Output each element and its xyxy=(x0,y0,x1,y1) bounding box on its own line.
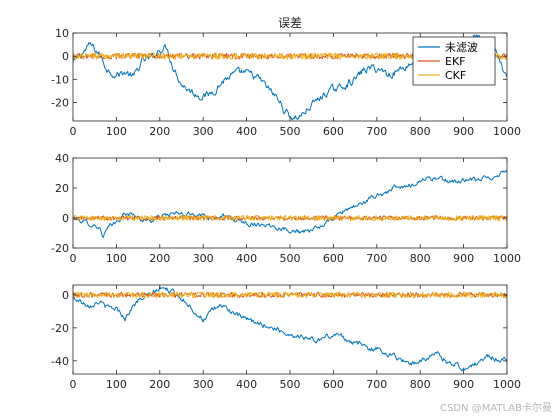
y-tick-label: 0 xyxy=(62,289,69,302)
x-tick-label: 900 xyxy=(453,378,474,391)
y-tick-label: 20 xyxy=(55,182,69,195)
y-tick-label: 0 xyxy=(62,50,69,63)
x-tick-label: 100 xyxy=(106,252,127,265)
chart-title: 误差 xyxy=(278,16,302,30)
y-tick-label: 40 xyxy=(55,152,69,165)
x-tick-label: 400 xyxy=(236,252,257,265)
x-tick-label: 600 xyxy=(323,125,344,138)
series-group xyxy=(73,170,507,238)
x-tick-label: 100 xyxy=(106,125,127,138)
legend-entry-label: 未滤波 xyxy=(445,41,478,54)
y-tick-label: -20 xyxy=(51,322,69,335)
subplot-3: 0 100 200 300 400 500 600 700 800 900 1000 -40 -20 0 xyxy=(51,284,521,391)
x-tick-label: 800 xyxy=(410,252,431,265)
x-tick-label: 300 xyxy=(193,125,214,138)
y-tick-label: -20 xyxy=(51,96,69,109)
series-group xyxy=(73,286,507,372)
x-tick-label: 500 xyxy=(280,252,301,265)
series-line-ckf xyxy=(73,214,507,222)
x-tick-label: 0 xyxy=(70,252,77,265)
x-tick-label: 700 xyxy=(366,378,387,391)
x-tick-label: 300 xyxy=(193,378,214,391)
y-tick-label: -10 xyxy=(51,73,69,86)
plot-area xyxy=(73,158,507,248)
x-tick-label: 400 xyxy=(236,378,257,391)
legend-entry-label: CKF xyxy=(445,69,466,82)
x-tick-label: 200 xyxy=(149,125,170,138)
x-tick-label: 800 xyxy=(410,125,431,138)
x-tick-label: 1000 xyxy=(493,252,521,265)
x-tick-label: 700 xyxy=(366,252,387,265)
subplot-1: 0 100 200 300 400 500 600 700 800 900 1000 -20 -10 0 1… xyxy=(51,16,521,138)
charts-layer: 0 100 200 300 400 500 600 700 800 900 1000-20-1001… xyxy=(51,16,521,391)
plot-area xyxy=(73,285,507,374)
legend-entry-label: EKF xyxy=(445,55,466,68)
x-tick-label: 300 xyxy=(193,252,214,265)
y-tick-label: 0 xyxy=(62,212,69,225)
x-tick-label: 200 xyxy=(149,252,170,265)
watermark-text: CSDN @MATLAB卡尔曼 xyxy=(440,403,552,414)
y-tick-label: 10 xyxy=(55,27,69,40)
series-line-ckf xyxy=(73,291,507,299)
x-tick-label: 400 xyxy=(236,125,257,138)
x-tick-label: 600 xyxy=(323,378,344,391)
x-tick-label: 500 xyxy=(280,125,301,138)
x-tick-label: 200 xyxy=(149,378,170,391)
x-tick-label: 100 xyxy=(106,378,127,391)
y-tick-label: -20 xyxy=(51,242,69,255)
x-tick-label: 900 xyxy=(453,125,474,138)
x-tick-label: 600 xyxy=(323,252,344,265)
x-tick-label: 0 xyxy=(70,378,77,391)
x-tick-label: 500 xyxy=(280,378,301,391)
x-tick-label: 0 xyxy=(70,125,77,138)
y-tick-label: -40 xyxy=(51,355,69,368)
x-tick-label: 800 xyxy=(410,378,431,391)
x-tick-label: 1000 xyxy=(493,378,521,391)
x-tick-label: 900 xyxy=(453,252,474,265)
x-tick-label: 700 xyxy=(366,125,387,138)
x-tick-label: 1000 xyxy=(493,125,521,138)
